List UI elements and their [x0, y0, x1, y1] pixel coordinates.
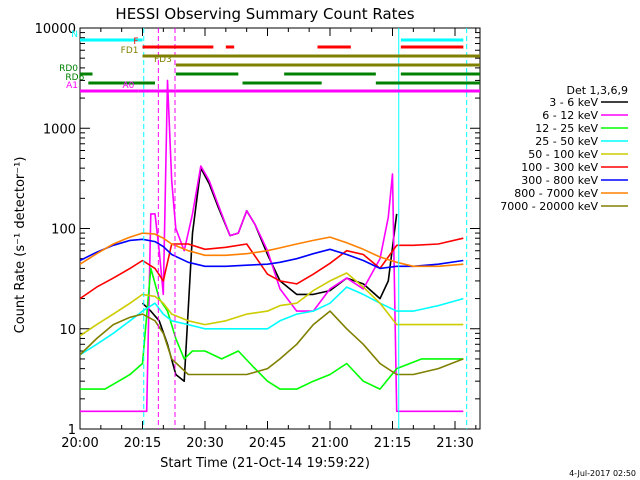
legend-entry-label: 300 - 800 keV: [521, 174, 598, 187]
legend-entry-label: 3 - 6 keV: [549, 96, 598, 109]
x-tick-label: 20:00: [61, 436, 98, 451]
legend-title: Det 1,3,6,9: [566, 84, 628, 97]
series-line-6: [80, 237, 464, 300]
flag-label-rd6: RD6: [65, 73, 84, 83]
y-tick-label: 10000: [35, 22, 76, 37]
series-line-9: [80, 310, 464, 376]
legend-entry-label: 25 - 50 keV: [535, 135, 598, 148]
x-tick-label: 21:00: [311, 436, 348, 451]
legend-entry-label: 6 - 12 keV: [542, 109, 598, 122]
series-line-4: [80, 286, 464, 356]
series-line-2: [80, 79, 464, 413]
y-tick-label: 1000: [43, 122, 76, 137]
chart-title: HESSI Observing Summary Count Rates: [115, 5, 414, 23]
series-group: [80, 28, 480, 429]
flag-label-n: N: [71, 30, 78, 40]
series-line-5: [80, 272, 464, 337]
flag-label-fd1: FD1: [121, 46, 139, 56]
x-tick-label: 20:15: [124, 436, 161, 451]
y-axis-label: Count Rate (s⁻¹ detector⁻¹): [13, 157, 28, 334]
x-tick-label: 21:30: [436, 436, 473, 451]
legend-entry-label: 50 - 100 keV: [528, 148, 598, 161]
legend-entry-label: 12 - 25 keV: [535, 122, 598, 135]
series-line-8: [80, 232, 464, 268]
y-tick-label: 100: [51, 223, 76, 238]
series-line-3: [80, 267, 464, 390]
flag-label-f: F: [133, 37, 138, 47]
series-line-7: [80, 238, 464, 270]
x-tick-label: 21:15: [374, 436, 411, 451]
flag-label-a1: A1: [66, 81, 78, 91]
x-tick-label: 20:30: [186, 436, 223, 451]
x-tick-label: 20:45: [249, 436, 286, 451]
x-axis-label: Start Time (21-Oct-14 19:59:22): [160, 456, 370, 471]
legend-entry-label: 7000 - 20000 keV: [500, 200, 598, 213]
footer-date: 4-Jul-2017 02:50: [569, 469, 636, 478]
y-tick-label: 1: [68, 423, 76, 438]
plot-area: 20:00 20:15 20:30 20:45 21:00 21:15 21:30 1 10 10…: [35, 22, 481, 451]
flag-label-fd3: FD3: [154, 55, 172, 65]
legend-entry-label: 100 - 300 keV: [521, 161, 598, 174]
flag-label-rd0: RD0: [59, 64, 78, 74]
y-tick-label: 10: [59, 323, 76, 338]
flag-label-a0: A0: [122, 81, 134, 91]
legend-entry-label: 800 - 7000 keV: [514, 187, 598, 200]
